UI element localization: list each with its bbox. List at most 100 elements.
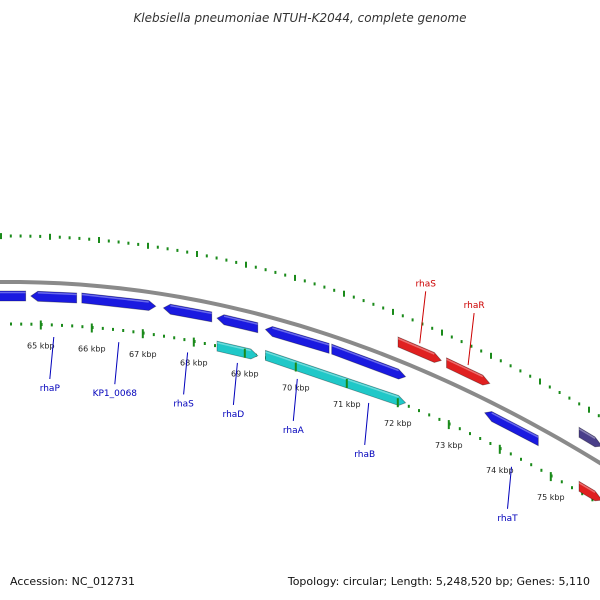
gene-track — [0, 290, 600, 502]
map-title: Klebsiella pneumoniae NTUH-K2044, comple… — [133, 11, 466, 25]
outer-tick-mark — [29, 234, 32, 238]
outer-tick-mark — [9, 234, 12, 238]
outer-tick-mark — [107, 239, 110, 243]
outer-tick-mark — [215, 256, 218, 260]
inner-tick-mark — [591, 498, 594, 502]
gene-highlight — [170, 304, 212, 315]
outer-tick-mark — [127, 241, 130, 245]
outer-tick-mark — [578, 402, 581, 406]
outer-tick-mark — [480, 349, 483, 353]
gene-arrow-g9 — [397, 336, 443, 363]
scale-major-tick — [243, 348, 246, 358]
outer-tick-mark — [68, 236, 71, 240]
scale-tick-label: 73 kbp — [435, 441, 463, 450]
gene-arrow-g11 — [483, 411, 539, 447]
outer-tick-mark — [137, 242, 140, 246]
outer-tick-mark — [343, 290, 345, 297]
accession-text: Accession: NC_012731 — [10, 575, 135, 588]
genome-backbone — [0, 279, 600, 466]
scale-tick-label: 74 kbp — [486, 466, 514, 475]
gene-highlight — [37, 292, 77, 296]
gene-arrow-g2 — [81, 292, 157, 311]
scale-tick-label: 68 kbp — [180, 359, 208, 368]
inner-tick-mark — [81, 325, 84, 329]
gene-leader-line — [232, 362, 238, 405]
gene-arrow-g4 — [216, 314, 259, 334]
gene-arrow-g0 — [0, 290, 27, 302]
outer-tick-mark — [588, 406, 590, 413]
scale-ticks: 65 kbp 66 kbp 67 kbp 68 kbp 69 kbp 70 kbp 71 k… — [27, 320, 565, 502]
outer-tick-mark — [245, 261, 247, 268]
outer-tick-mark — [294, 274, 296, 281]
inner-tick-mark — [163, 334, 165, 338]
gene-arrow-g13 — [578, 426, 600, 448]
scale-tick-label: 65 kbp — [27, 342, 55, 351]
outer-tick-mark — [323, 285, 326, 289]
outer-tick-mark — [490, 352, 492, 359]
scale-tick-label: 72 kbp — [384, 419, 412, 428]
outer-tick-mark — [303, 279, 306, 283]
gene-label-rhaB: rhaB — [354, 450, 375, 460]
gene-arrow-g6 — [264, 326, 330, 354]
outer-tick-mark — [39, 234, 42, 238]
outer-tick-mark — [509, 364, 512, 368]
outer-tick-mark — [284, 273, 287, 277]
inner-tick-mark — [418, 409, 420, 413]
outer-tick-mark — [176, 248, 179, 252]
outer-tick-mark — [539, 378, 541, 385]
scale-major-tick — [39, 320, 42, 330]
inner-tick-mark — [407, 404, 410, 408]
gene-leader-line — [49, 336, 55, 380]
gene-leader-line — [114, 342, 120, 385]
inner-tick-mark — [489, 442, 492, 445]
outer-tick-mark — [117, 240, 120, 244]
gene-labels: rhaP KP1_0068 rhaS rhaD rhaA rhaB rhaS rhaR rhaT — [40, 279, 518, 524]
scale-tick-label: 66 kbp — [78, 345, 106, 354]
outer-tick-mark — [519, 369, 522, 373]
outer-tick-mark — [274, 270, 277, 274]
outer-tick-mark — [431, 326, 434, 330]
outer-tick-mark — [205, 254, 208, 258]
gene-highlight — [223, 315, 258, 325]
gene-label-rhaR: rhaR — [464, 301, 485, 311]
scale-major-tick — [294, 362, 297, 372]
inner-tick-mark — [183, 338, 186, 342]
outer-tick-mark — [166, 247, 169, 251]
gene-highlight — [397, 337, 435, 355]
inner-tick-mark — [203, 342, 206, 345]
inner-tick-mark — [71, 324, 74, 328]
outer-tick-mark — [411, 318, 414, 322]
inner-tick-mark — [50, 323, 53, 327]
scale-major-tick — [396, 398, 399, 408]
outer-tick-mark — [499, 359, 502, 363]
gene-highlight — [272, 327, 330, 346]
inner-tick-mark — [469, 432, 471, 436]
inner-tick-mark — [530, 463, 533, 467]
gene-leader-line — [467, 313, 475, 366]
gene-leader-line — [507, 466, 512, 509]
outer-tick-mark — [196, 251, 198, 257]
outer-tick-mark — [548, 385, 551, 389]
outer-tick-mark — [470, 344, 473, 348]
scale-major-tick — [192, 337, 195, 347]
inner-tick-mark — [214, 344, 216, 348]
scale-tick-label: 69 kbp — [231, 370, 259, 379]
gene-highlight — [81, 293, 149, 303]
inner-tick-mark — [112, 327, 114, 331]
gene-leader-line — [292, 378, 298, 421]
gene-highlight — [446, 358, 484, 378]
gene-arrow-g5 — [216, 340, 259, 360]
inner-tick-mark — [520, 457, 522, 461]
gene-label-rhaS: rhaS — [415, 279, 436, 289]
outer-tick-mark — [235, 260, 238, 264]
inner-tick-mark — [61, 323, 63, 327]
outer-tick-mark — [78, 236, 81, 240]
gene-arrow-g10 — [446, 357, 491, 386]
inner-tick-mark — [438, 417, 441, 421]
scale-major-tick — [141, 329, 144, 339]
outer-tick-mark — [460, 340, 463, 344]
scale-tick-label: 70 kbp — [282, 384, 310, 393]
outer-tick-mark — [186, 250, 189, 254]
inner-tick-mark — [122, 329, 125, 332]
scale-major-tick — [447, 420, 450, 430]
